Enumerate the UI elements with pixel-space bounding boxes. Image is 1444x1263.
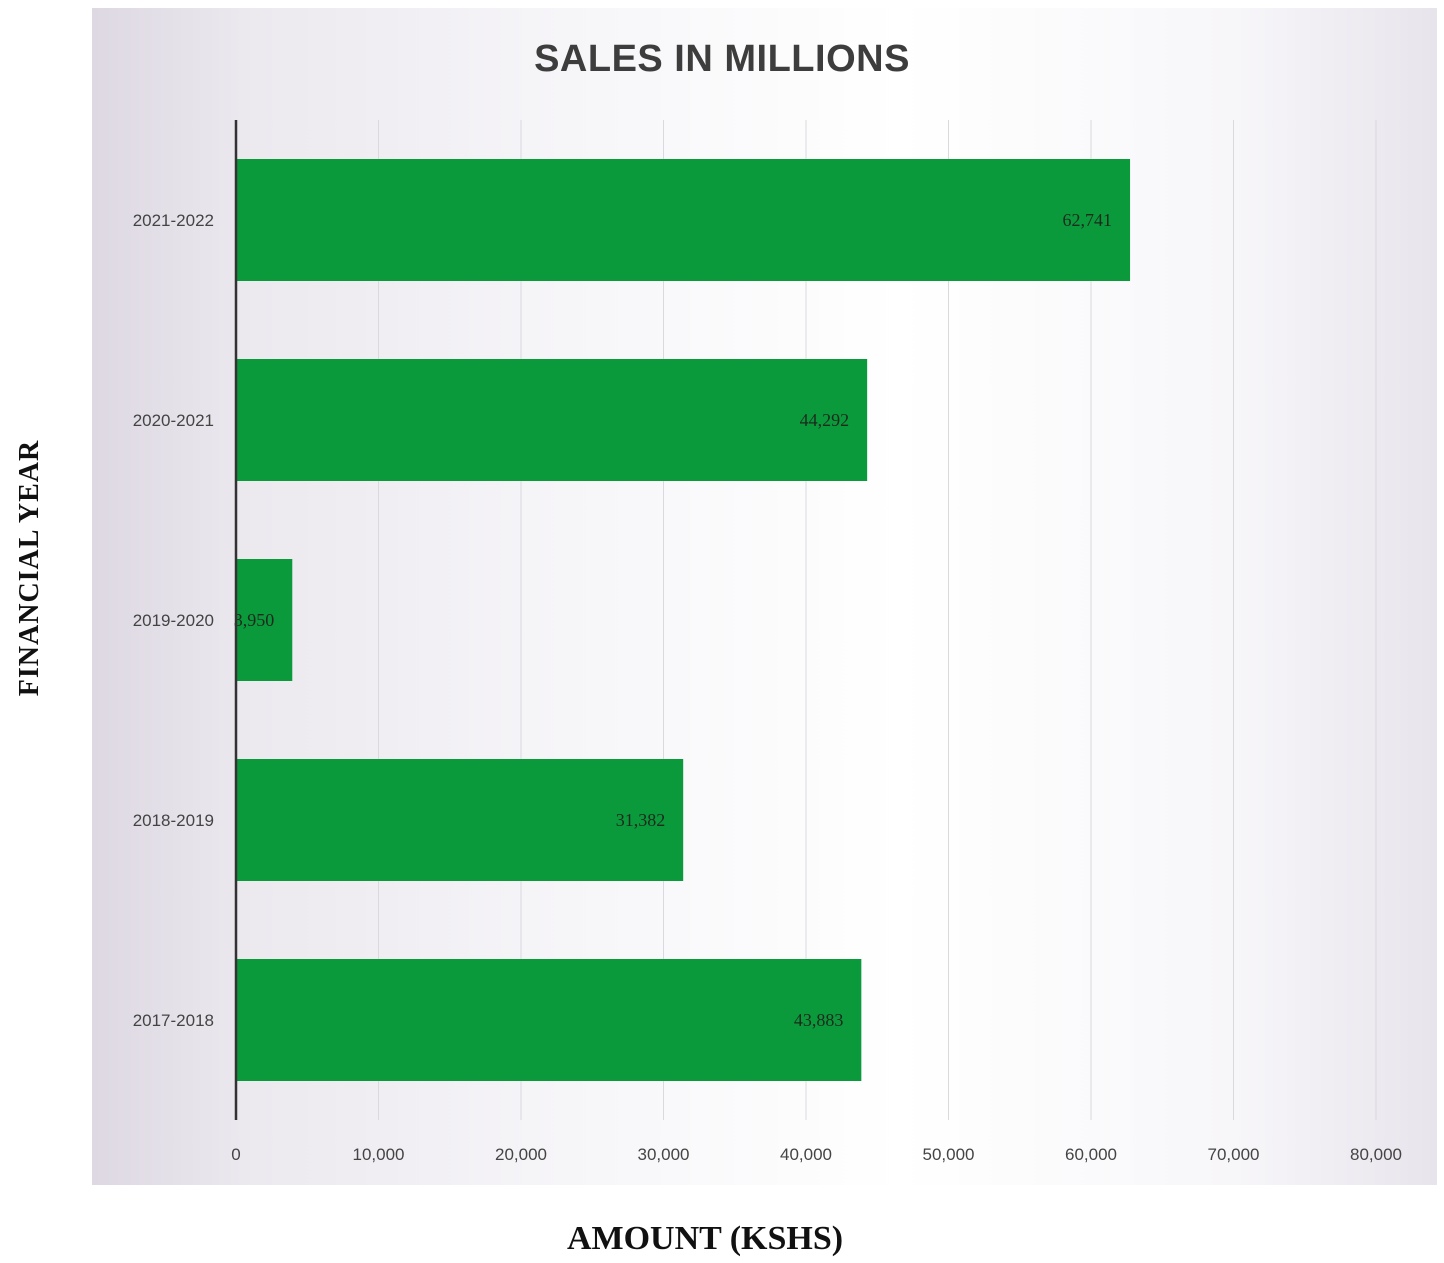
grid-lines <box>378 120 1377 1120</box>
data-label: 31,382 <box>616 810 666 830</box>
y-tick-label: 2018-2019 <box>133 811 214 830</box>
x-tick-label: 60,000 <box>1065 1145 1117 1164</box>
y-axis-title: FINANCIAL YEAR <box>14 439 45 697</box>
data-label: 3,950 <box>234 610 275 630</box>
x-tick-label: 80,000 <box>1350 1145 1402 1164</box>
x-tick-label: 40,000 <box>780 1145 832 1164</box>
x-tick-label: 0 <box>231 1145 240 1164</box>
x-tick-label: 20,000 <box>495 1145 547 1164</box>
y-tick-label: 2019-2020 <box>133 611 214 630</box>
y-tick-label: 2021-2022 <box>133 211 214 230</box>
x-tick-label: 30,000 <box>638 1145 690 1164</box>
bar <box>236 959 862 1081</box>
bars <box>236 159 1131 1081</box>
bar <box>236 159 1131 281</box>
y-tick-labels: 2021-2022 2020-2021 2019-2020 2018-2019 2017… <box>133 211 214 1030</box>
x-axis-title: AMOUNT (KSHS) <box>566 1220 844 1257</box>
x-tick-label: 10,000 <box>353 1145 405 1164</box>
chart-title: SALES IN MILLIONS <box>534 38 910 80</box>
data-label: 43,883 <box>794 1010 844 1030</box>
bar <box>236 559 293 681</box>
data-label: 62,741 <box>1063 210 1113 230</box>
x-tick-label: 50,000 <box>923 1145 975 1164</box>
y-tick-label: 2017-2018 <box>133 1011 214 1030</box>
data-labels: 62,741 44,292 3,950 31,382 43,883 <box>234 210 1112 1030</box>
bar <box>236 759 684 881</box>
data-label: 44,292 <box>800 410 850 430</box>
bar <box>236 359 868 481</box>
x-tick-label: 70,000 <box>1208 1145 1260 1164</box>
y-tick-label: 2020-2021 <box>133 411 214 430</box>
x-tick-labels: 0 10,000 20,000 30,000 40,000 50,000 60,000 70,… <box>231 1145 1402 1164</box>
